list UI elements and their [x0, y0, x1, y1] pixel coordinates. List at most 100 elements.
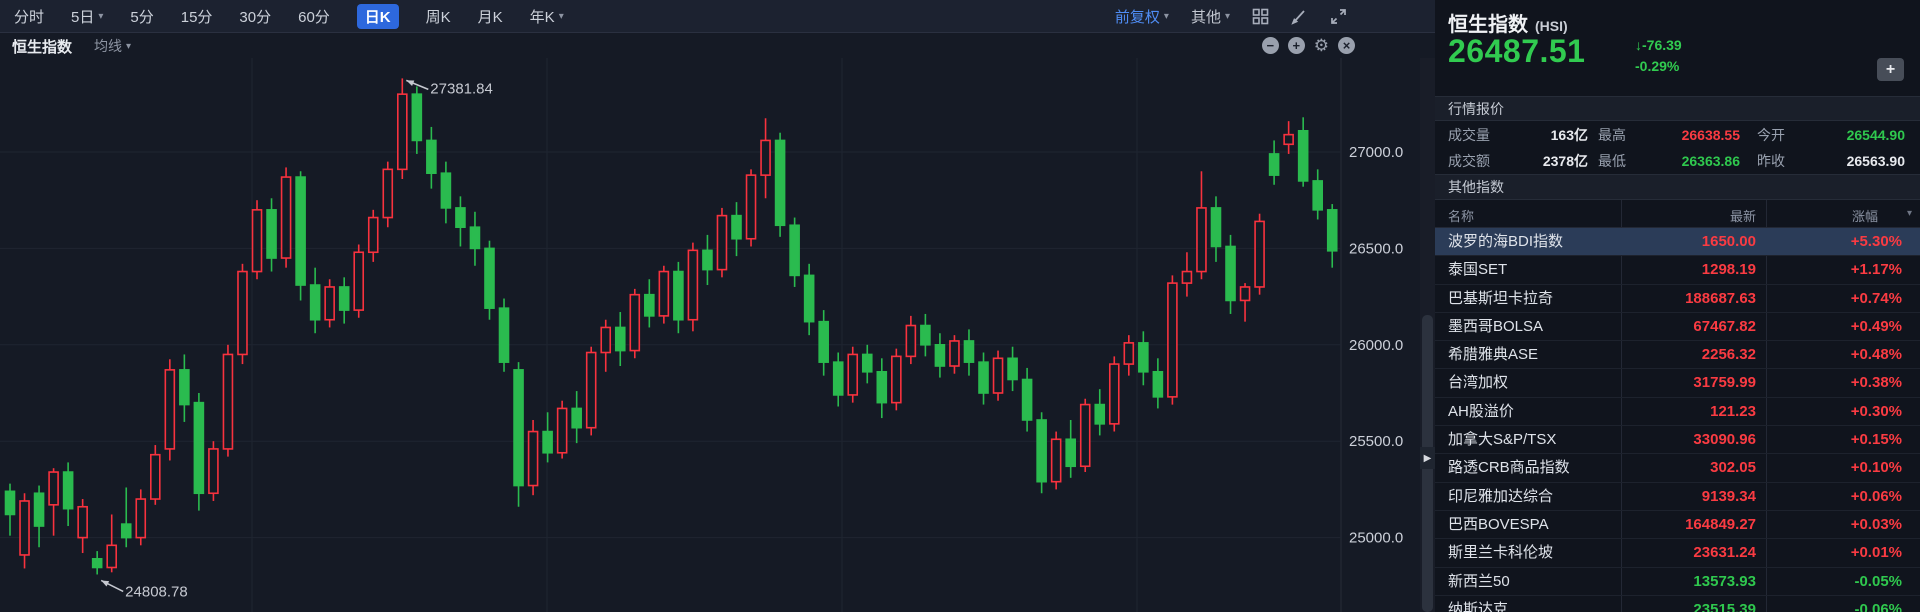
index-name: 路透CRB商品指数 — [1448, 459, 1570, 477]
index-change-percent: -0.06% — [1854, 600, 1902, 612]
chevron-down-icon: ▾ — [126, 40, 132, 52]
index-table-row[interactable]: 斯里兰卡科伦坡 23631.24 +0.01% — [1435, 539, 1920, 568]
index-change-percent: +0.48% — [1850, 346, 1902, 364]
instrument-name: 恒生指数 — [1448, 14, 1528, 36]
ma-lines-label: 均线 — [94, 38, 123, 54]
period-tab-5分[interactable]: 5分 — [130, 8, 154, 26]
fullscreen-icon[interactable] — [1330, 8, 1347, 25]
candlestick-chart[interactable]: 27000.0 26500.0 26000.0 25500.0 25000.0 27381… — [0, 58, 1421, 612]
index-table-row[interactable]: 泰国SET 1298.19 +1.17% — [1435, 256, 1920, 285]
index-change-percent: +0.49% — [1850, 317, 1902, 335]
period-tab-30分[interactable]: 30分 — [239, 8, 272, 26]
collapse-right-icon: ▶ — [1423, 452, 1432, 464]
index-last-value: 13573.93 — [1693, 572, 1756, 590]
low-value: 26363.86 — [1681, 153, 1740, 169]
index-name: 纳斯达克 — [1448, 600, 1509, 612]
y-axis-tick-label: 27000.0 — [1349, 144, 1403, 161]
zoom-out-icon[interactable]: − — [1261, 37, 1279, 54]
index-last-value: 23631.24 — [1693, 544, 1756, 562]
y-axis-tick-label: 26500.0 — [1349, 240, 1403, 257]
index-table-row[interactable]: AH股溢价 121.23 +0.30% — [1435, 398, 1920, 427]
quote-grid: 成交量 163亿 最高 26638.55 今开 26544.90 成交额 2378亿 最… — [1435, 121, 1920, 174]
index-last-value: 188687.63 — [1685, 289, 1756, 307]
chevron-down-icon[interactable]: ▾ — [1906, 208, 1912, 219]
period-tab-5日[interactable]: 5日 ▾ — [71, 8, 104, 26]
index-change-percent: +0.74% — [1850, 289, 1902, 307]
index-table-row[interactable]: 希腊雅典ASE 2256.32 +0.48% — [1435, 341, 1920, 370]
index-name: 波罗的海BDI指数 — [1448, 233, 1564, 250]
collapse-panel-handle[interactable]: ▶ — [1420, 447, 1435, 469]
period-tab-日K[interactable]: 日K — [356, 3, 399, 29]
period-tab-周K[interactable]: 周K — [425, 8, 451, 26]
index-last-value: 9139.34 — [1701, 487, 1756, 505]
index-name: 泰国SET — [1448, 261, 1508, 279]
high-label: 最高 — [1598, 127, 1626, 143]
index-table-row[interactable]: 印尼雅加达综合 9139.34 +0.06% — [1435, 483, 1920, 511]
period-tab-60分[interactable]: 60分 — [298, 8, 330, 26]
down-arrow-icon: ↓ — [1635, 37, 1642, 53]
low-annotation: 24808.78 — [125, 583, 188, 600]
index-change-percent: +0.38% — [1850, 374, 1902, 392]
last-price: 26487.51 — [1448, 33, 1586, 69]
y-axis-tick-label: 25000.0 — [1349, 530, 1403, 547]
draw-brush-icon[interactable] — [1291, 8, 1308, 25]
other-tools-dropdown[interactable]: 其他 ▾ — [1191, 6, 1230, 27]
panel-divider: ▶ — [1420, 58, 1435, 612]
period-tab-15分[interactable]: 15分 — [180, 8, 213, 26]
zoom-in-icon[interactable]: + — [1287, 37, 1305, 54]
index-table-row[interactable]: 新西兰50 13573.93 -0.05% — [1435, 568, 1920, 596]
index-change-percent: +0.10% — [1850, 459, 1902, 477]
index-table-row[interactable]: 台湾加权 31759.99 +0.38% — [1435, 369, 1920, 398]
index-table-row[interactable]: 波罗的海BDI指数 1650.00 +5.30% — [1435, 228, 1920, 257]
period-tab-月K[interactable]: 月K — [477, 8, 503, 26]
index-last-value: 1298.19 — [1701, 261, 1756, 279]
layout-grid-icon[interactable] — [1252, 8, 1269, 25]
chart-instrument-title: 恒生指数 — [12, 38, 73, 56]
quote-panel: 恒生指数 (HSI) 26487.51 ↓-76.39 -0.29% + 行情报… — [1435, 0, 1920, 612]
index-table-row[interactable]: 巴西BOVESPA 164849.27 +0.03% — [1435, 511, 1920, 540]
ma-lines-dropdown[interactable]: 均线 ▾ — [94, 36, 131, 56]
add-to-watchlist-button[interactable]: + — [1877, 58, 1904, 81]
column-divider — [1766, 200, 1767, 612]
chart-control-icons: − + ⚙ × — [1261, 36, 1355, 55]
index-name: 巴西BOVESPA — [1448, 515, 1549, 533]
adjust-mode-dropdown[interactable]: 前复权 ▾ — [1115, 6, 1169, 27]
index-name: 加拿大S&P/TSX — [1448, 431, 1557, 449]
index-last-value: 23515.39 — [1693, 600, 1756, 612]
period-tab-分时[interactable]: 分时 — [14, 8, 45, 26]
instrument-symbol: (HSI) — [1535, 18, 1568, 34]
other-indices-table: 名称 最新 涨幅 ▾ 波罗的海BDI指数 1650.00 +5.30% 泰国SET 12… — [1435, 200, 1920, 612]
price-change-percent: -0.29% — [1635, 58, 1680, 74]
index-table-row[interactable]: 墨西哥BOLSA 67467.82 +0.49% — [1435, 313, 1920, 342]
low-label: 最低 — [1598, 153, 1626, 169]
quote-section-header: 行情报价 — [1435, 96, 1920, 121]
column-divider — [1621, 200, 1622, 612]
index-name: 希腊雅典ASE — [1448, 346, 1539, 364]
open-value: 26544.90 — [1846, 127, 1905, 143]
adjust-mode-label: 前复权 — [1114, 9, 1160, 26]
index-last-value: 1650.00 — [1701, 233, 1756, 250]
turnover-label: 成交额 — [1448, 153, 1490, 169]
chart-column: 分时 5日 ▾ 5分 15分 30分 60分 日K 周K 月K 年K ▾ 前复权 ▾ 其他 ▾ — [0, 0, 1435, 612]
header-name: 名称 — [1448, 209, 1475, 224]
header-last[interactable]: 最新 — [1729, 209, 1756, 224]
chevron-down-icon: ▾ — [1224, 11, 1230, 22]
index-name: 斯里兰卡科伦坡 — [1448, 544, 1554, 562]
header-change[interactable]: 涨幅 — [1851, 209, 1878, 224]
index-name: 墨西哥BOLSA — [1448, 317, 1544, 335]
prev-close-value: 26563.90 — [1846, 153, 1905, 169]
index-table-row[interactable]: 加拿大S&P/TSX 33090.96 +0.15% — [1435, 426, 1920, 455]
period-tab-年K[interactable]: 年K ▾ — [529, 8, 564, 26]
index-last-value: 31759.99 — [1693, 374, 1756, 392]
index-table-row[interactable]: 路透CRB商品指数 302.05 +0.10% — [1435, 454, 1920, 483]
index-change-percent: +0.01% — [1850, 544, 1902, 562]
index-change-percent: +1.17% — [1850, 261, 1902, 279]
chevron-down-icon: ▾ — [558, 10, 564, 22]
index-table-row[interactable]: 纳斯达克 23515.39 -0.06% — [1435, 596, 1920, 612]
y-axis-tick-label: 26000.0 — [1349, 337, 1403, 354]
index-table-row[interactable]: 巴基斯坦卡拉奇 188687.63 +0.74% — [1435, 285, 1920, 313]
settings-gear-icon[interactable]: ⚙ — [1313, 36, 1329, 55]
index-last-value: 302.05 — [1710, 459, 1756, 477]
close-icon[interactable]: × — [1338, 37, 1355, 54]
